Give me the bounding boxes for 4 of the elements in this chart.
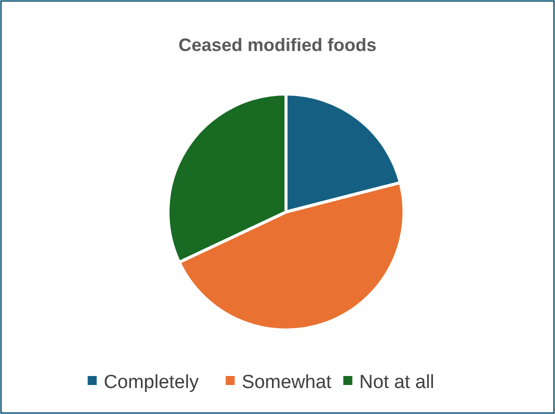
legend-label: Not at all <box>359 372 434 393</box>
chart-title: Ceased modified foods <box>178 35 377 55</box>
legend-label: Somewhat <box>242 372 332 393</box>
legend-label: Completely <box>104 372 200 393</box>
